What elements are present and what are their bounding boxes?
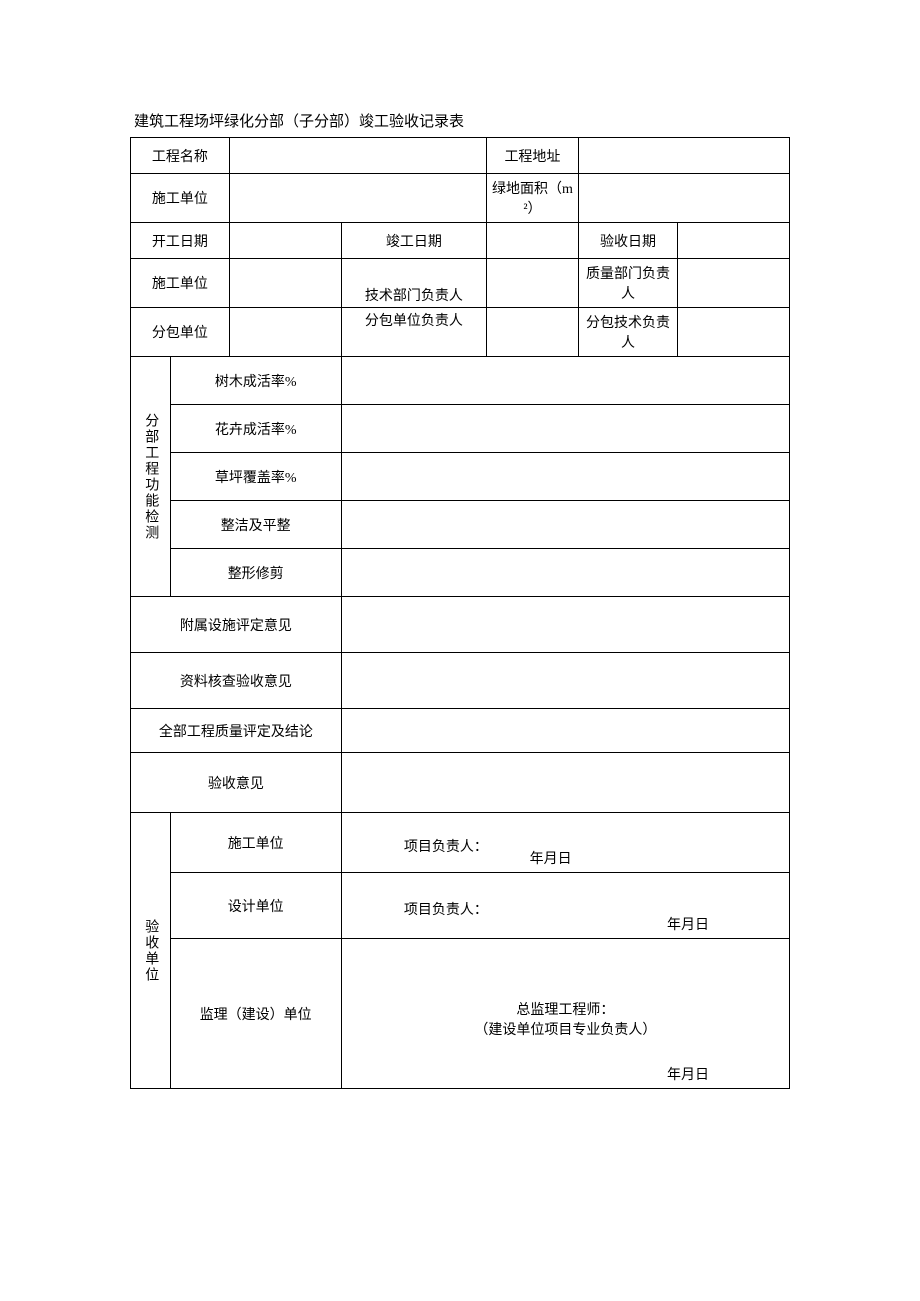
label-auxiliary-opinion: 附属设施评定意见 bbox=[131, 597, 342, 653]
label-quality-leader: 质量部门负责人 bbox=[579, 259, 678, 308]
value-quality-conclusion bbox=[341, 709, 789, 753]
value-sub-tech-leader bbox=[677, 308, 789, 357]
value-completion-date bbox=[486, 223, 578, 259]
sig-supervision: 总监理工程师： （建设单位项目专业负责人） 年月日 bbox=[341, 939, 789, 1089]
value-lawn-coverage bbox=[341, 453, 789, 501]
label-subcontractor: 分包单位 bbox=[131, 308, 230, 357]
value-sub-leader bbox=[486, 308, 578, 357]
label-start-date: 开工日期 bbox=[131, 223, 230, 259]
value-construction-unit bbox=[229, 174, 486, 223]
value-pruning bbox=[341, 549, 789, 597]
label-acceptance-units: 验收单位 bbox=[131, 813, 171, 1089]
value-subcontractor bbox=[229, 308, 341, 357]
value-tech-leader bbox=[486, 259, 578, 308]
value-tree-survival bbox=[341, 357, 789, 405]
label-pruning: 整形修剪 bbox=[170, 549, 341, 597]
label-tree-survival: 树木成活率% bbox=[170, 357, 341, 405]
label-function-test: 分部工程功能检测 bbox=[131, 357, 171, 597]
value-quality-leader bbox=[677, 259, 789, 308]
label-lawn-coverage: 草坪覆盖率% bbox=[170, 453, 341, 501]
label-acceptance-opinion: 验收意见 bbox=[131, 753, 342, 813]
value-flower-survival bbox=[341, 405, 789, 453]
label-project-name: 工程名称 bbox=[131, 138, 230, 174]
label-project-address: 工程地址 bbox=[486, 138, 578, 174]
label-construction-unit: 施工单位 bbox=[131, 174, 230, 223]
label-sub-tech-leader: 分包技术负责人 bbox=[579, 308, 678, 357]
value-cleanliness bbox=[341, 501, 789, 549]
table-title: 建筑工程场坪绿化分部（子分部）竣工验收记录表 bbox=[130, 110, 790, 131]
label-quality-conclusion: 全部工程质量评定及结论 bbox=[131, 709, 342, 753]
label-construction-sig: 施工单位 bbox=[170, 813, 341, 873]
sig-design: 项目负责人： 年月日 bbox=[341, 873, 789, 939]
value-project-name bbox=[229, 138, 486, 174]
value-green-area bbox=[579, 174, 790, 223]
value-acceptance-date bbox=[677, 223, 789, 259]
label-tech-leader: 技术部门负责人 bbox=[341, 259, 486, 308]
value-acceptance-opinion bbox=[341, 753, 789, 813]
label-acceptance-date: 验收日期 bbox=[579, 223, 678, 259]
label-design-sig: 设计单位 bbox=[170, 873, 341, 939]
label-data-check-opinion: 资料核查验收意见 bbox=[131, 653, 342, 709]
label-sub-leader: 分包单位负责人 bbox=[341, 308, 486, 357]
value-data-check-opinion bbox=[341, 653, 789, 709]
label-construction-unit-2: 施工单位 bbox=[131, 259, 230, 308]
value-auxiliary-opinion bbox=[341, 597, 789, 653]
label-green-area: 绿地面积（m²） bbox=[486, 174, 578, 223]
value-project-address bbox=[579, 138, 790, 174]
label-supervision-sig: 监理（建设）单位 bbox=[170, 939, 341, 1089]
sig-construction: 项目负责人： 年月日 bbox=[341, 813, 789, 873]
label-flower-survival: 花卉成活率% bbox=[170, 405, 341, 453]
acceptance-record-table: 工程名称 工程地址 施工单位 绿地面积（m²） 开工日期 竣工日期 验收日期 施… bbox=[130, 137, 790, 1089]
label-completion-date: 竣工日期 bbox=[341, 223, 486, 259]
value-construction-unit-2 bbox=[229, 259, 341, 308]
label-cleanliness: 整洁及平整 bbox=[170, 501, 341, 549]
value-start-date bbox=[229, 223, 341, 259]
